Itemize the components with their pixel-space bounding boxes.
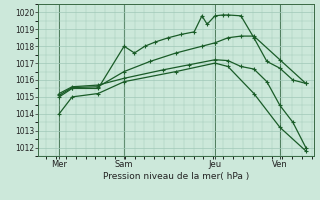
X-axis label: Pression niveau de la mer( hPa ): Pression niveau de la mer( hPa ) — [103, 172, 249, 181]
